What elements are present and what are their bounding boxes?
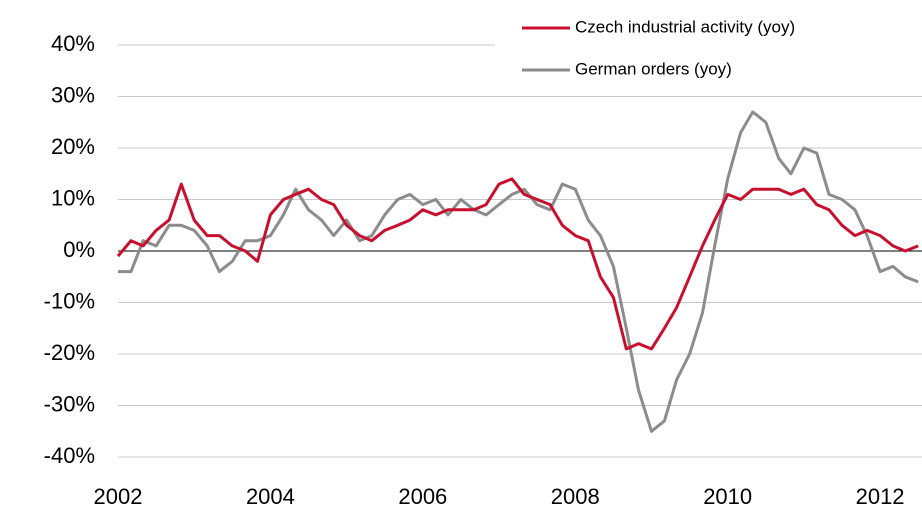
legend-box xyxy=(495,8,922,90)
y-tick-label: 40% xyxy=(51,31,95,56)
y-tick-label: 10% xyxy=(51,185,95,210)
x-tick-label: 2008 xyxy=(551,484,600,509)
legend-label: Czech industrial activity (yoy) xyxy=(575,17,795,36)
x-tick-label: 2010 xyxy=(703,484,752,509)
y-tick-label: -30% xyxy=(44,391,95,416)
x-tick-label: 2012 xyxy=(856,484,905,509)
y-tick-label: 0% xyxy=(63,237,95,262)
data-line xyxy=(118,110,919,433)
y-tick-label: 30% xyxy=(51,82,95,107)
y-tick-label: -40% xyxy=(44,443,95,468)
y-tick-label: -20% xyxy=(44,340,95,365)
y-tick-label: -10% xyxy=(44,288,95,313)
x-tick-label: 2004 xyxy=(246,484,295,509)
legend-label: German orders (yoy) xyxy=(575,59,732,78)
x-tick-label: 2006 xyxy=(398,484,447,509)
y-tick-label: 20% xyxy=(51,134,95,159)
data-line xyxy=(116,177,919,351)
x-tick-label: 2002 xyxy=(94,484,143,509)
